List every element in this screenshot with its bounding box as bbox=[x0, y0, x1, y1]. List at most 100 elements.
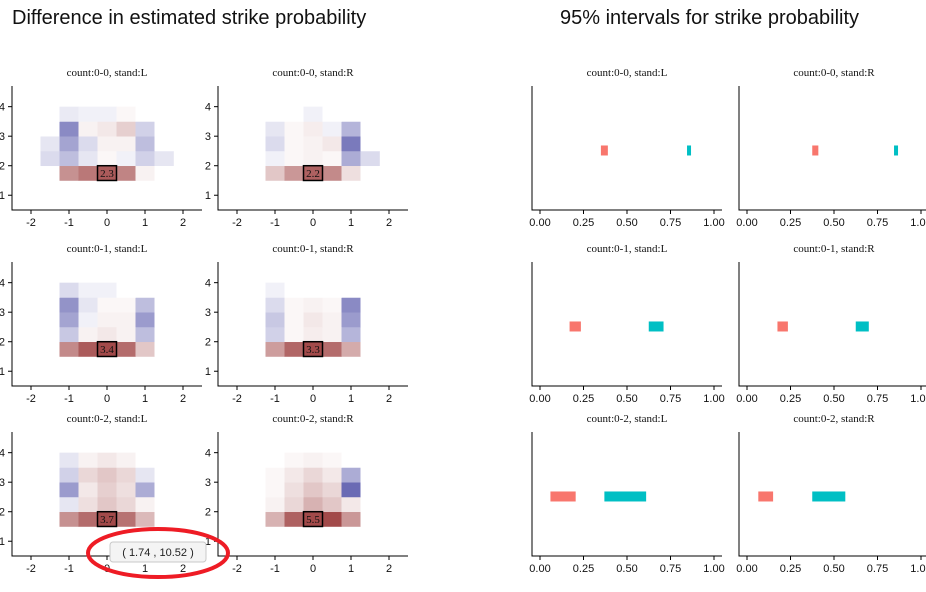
panel-1: count:0-0, stand:L 2.3 -2 -1 0 1 2 1 2 3 4 bbox=[0, 67, 202, 229]
heatmap-cell bbox=[97, 106, 117, 122]
heatmap-cell bbox=[78, 121, 98, 137]
heatmap-cell bbox=[284, 341, 304, 357]
heatmap-cell bbox=[341, 467, 361, 483]
heatmap-cell bbox=[135, 312, 155, 328]
y-tick-label: 1 bbox=[0, 190, 5, 202]
heatmap-cell bbox=[265, 282, 285, 298]
y-tick-label: 3 bbox=[205, 131, 211, 143]
highlight-value-label: 3.4 bbox=[100, 344, 114, 356]
heatmap-cell bbox=[265, 297, 285, 313]
panel-title: count:0-2, stand:R bbox=[793, 413, 875, 425]
x-tick-label: 1.00 bbox=[910, 563, 926, 575]
x-tick-label: -2 bbox=[26, 563, 36, 575]
heatmap-cell bbox=[97, 467, 117, 483]
heatmap-cell bbox=[360, 282, 380, 298]
x-tick-label: -2 bbox=[232, 217, 242, 229]
y-tick-label: 2 bbox=[0, 161, 5, 173]
heatmap-cell bbox=[59, 136, 79, 152]
heatmap-cell bbox=[116, 467, 136, 483]
heatmap-cell bbox=[265, 341, 285, 357]
heatmap-cell bbox=[40, 467, 60, 483]
interval-axes bbox=[738, 432, 926, 557]
heatmap-cell bbox=[78, 165, 98, 181]
x-tick-label: 0.75 bbox=[660, 563, 681, 575]
heatmap-cell bbox=[78, 496, 98, 513]
y-tick-label: 3 bbox=[0, 477, 5, 489]
heatmap-cell bbox=[246, 297, 266, 313]
heatmap-cell bbox=[59, 297, 79, 313]
y-tick-label: 2 bbox=[0, 337, 5, 349]
heatmap-cell bbox=[78, 312, 98, 328]
heatmap-cell bbox=[284, 467, 304, 483]
heatmap-cell bbox=[97, 297, 117, 313]
heatmap-cell bbox=[265, 467, 285, 483]
panel-2: count:0-0, stand:R 2.2 -2 -1 0 1 2 1 2 3 4 bbox=[205, 67, 408, 229]
heatmap-cell bbox=[59, 511, 79, 527]
heatmap-cell bbox=[360, 452, 380, 468]
interval-bar-2 bbox=[687, 145, 692, 156]
heatmap-cell bbox=[59, 496, 79, 513]
heatmap-cell bbox=[116, 312, 136, 328]
heatmap-cell bbox=[284, 297, 304, 313]
interval-bar-2 bbox=[855, 321, 869, 332]
y-tick-label: 1 bbox=[0, 366, 5, 378]
x-tick-label: -2 bbox=[232, 393, 242, 405]
heatmap-cell bbox=[135, 496, 155, 513]
y-tick-label: 3 bbox=[205, 477, 211, 489]
heatmap-cell bbox=[265, 326, 285, 343]
interval-bar-1 bbox=[758, 491, 774, 502]
heatmap-cell bbox=[135, 150, 155, 167]
heatmap-cell bbox=[265, 511, 285, 527]
interval-bar-2 bbox=[812, 491, 846, 502]
heatmap-cell bbox=[154, 482, 174, 498]
heatmap-cell bbox=[59, 150, 79, 167]
heatmap-cell bbox=[40, 496, 60, 513]
heatmap-cell bbox=[284, 511, 304, 527]
heatmap-axes bbox=[11, 86, 202, 211]
heatmap-cell bbox=[360, 326, 380, 343]
heatmap-cell bbox=[265, 452, 285, 468]
coordinate-tooltip-box bbox=[109, 541, 207, 563]
x-tick-label: 0.25 bbox=[573, 563, 594, 575]
heatmap-cell bbox=[360, 106, 380, 122]
y-tick-label: 1 bbox=[205, 190, 211, 202]
x-tick-label: 0 bbox=[310, 217, 316, 229]
heatmap-cell bbox=[360, 467, 380, 483]
heatmap-cell bbox=[303, 297, 323, 313]
heatmap-cell bbox=[135, 297, 155, 313]
heatmap-cell bbox=[246, 312, 266, 328]
heatmap-cell bbox=[246, 106, 266, 122]
heatmap-cell bbox=[135, 106, 155, 122]
interval-bar-2 bbox=[604, 491, 647, 502]
heatmap-cell bbox=[246, 482, 266, 498]
right-figure-title: 95% intervals for strike probability bbox=[560, 7, 859, 29]
heatmap-cell bbox=[40, 121, 60, 137]
interval-bar-2 bbox=[894, 145, 899, 156]
x-tick-label: 1 bbox=[348, 393, 354, 405]
heatmap-cell bbox=[303, 150, 323, 167]
x-tick-label: 0.50 bbox=[616, 563, 637, 575]
heatmap-cell bbox=[360, 150, 380, 167]
panel-12: count:0-2, stand:R 0.00 0.25 0.50 0.75 1.00 bbox=[736, 413, 926, 575]
heatmap-cell bbox=[265, 496, 285, 513]
heatmap-cell bbox=[303, 511, 323, 527]
x-tick-label: 0.50 bbox=[823, 563, 844, 575]
annotation-circle bbox=[86, 527, 230, 579]
heatmap-cell bbox=[154, 136, 174, 152]
interval-axes bbox=[531, 86, 722, 211]
heatmap-cell bbox=[154, 165, 174, 181]
heatmap-cell bbox=[360, 341, 380, 357]
panel-7: count:0-0, stand:L 0.00 0.25 0.50 0.75 1.00 bbox=[529, 67, 724, 229]
heatmap-cell bbox=[303, 341, 323, 357]
heatmap-cell bbox=[116, 165, 136, 181]
heatmap-cell bbox=[246, 282, 266, 298]
y-tick-label: 4 bbox=[0, 102, 5, 114]
x-tick-label: 1 bbox=[348, 563, 354, 575]
x-tick-label: 0.00 bbox=[736, 217, 757, 229]
heatmap-cell bbox=[322, 511, 342, 527]
heatmap-cell bbox=[154, 150, 174, 167]
heatmap-cell bbox=[303, 282, 323, 298]
heatmap-cell bbox=[97, 282, 117, 298]
heatmap-axes bbox=[217, 86, 408, 211]
x-tick-label: -1 bbox=[64, 563, 74, 575]
